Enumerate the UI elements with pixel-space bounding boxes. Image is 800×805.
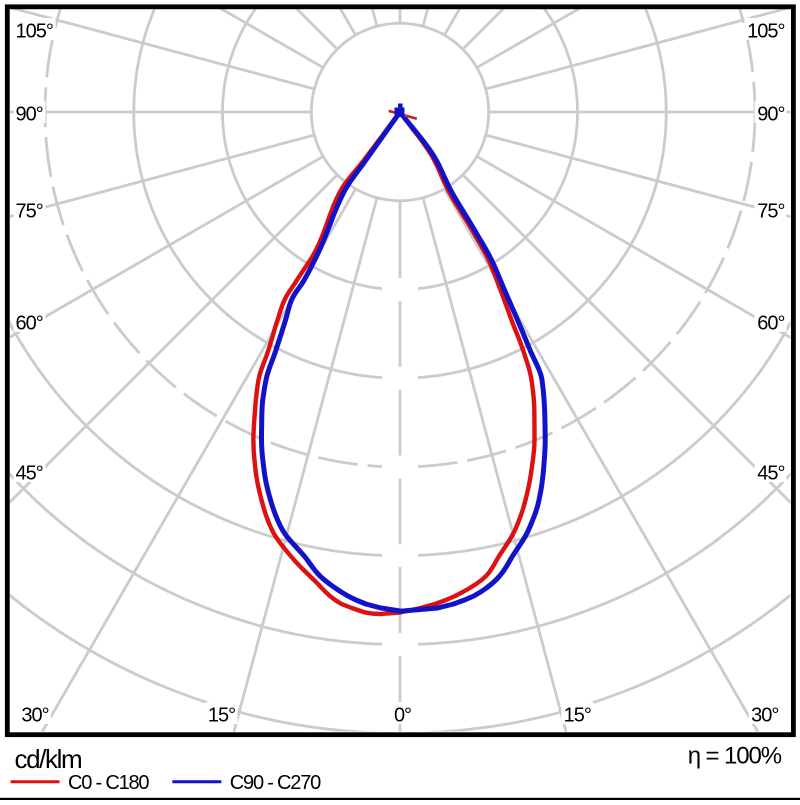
svg-text:15°: 15° [564,705,591,727]
svg-text:30°: 30° [21,705,48,727]
svg-text:C0 - C180: C0 - C180 [68,772,149,794]
svg-text:45°: 45° [16,463,43,485]
svg-text:105°: 105° [16,21,53,43]
svg-text:90°: 90° [16,104,43,126]
svg-text:60°: 60° [16,313,43,335]
svg-text:60°: 60° [757,313,784,335]
svg-text:75°: 75° [16,201,43,223]
svg-text:30°: 30° [751,705,778,727]
svg-text:C90 - C270: C90 - C270 [230,772,321,794]
svg-text:45°: 45° [757,463,784,485]
svg-text:η = 100%: η = 100% [688,743,782,770]
svg-text:105°: 105° [747,21,784,43]
svg-text:90°: 90° [757,104,784,126]
svg-text:75°: 75° [757,201,784,223]
svg-text:0°: 0° [394,705,411,727]
svg-text:cd/klm: cd/klm [15,744,82,774]
svg-text:15°: 15° [208,705,235,727]
